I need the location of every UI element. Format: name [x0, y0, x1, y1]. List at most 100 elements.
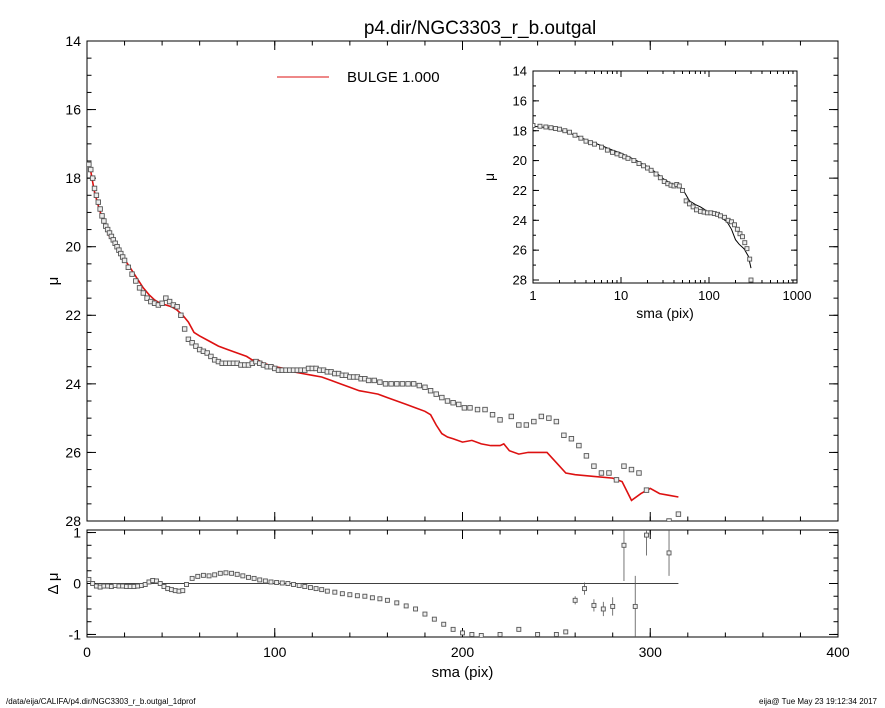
data-point [666, 550, 672, 556]
data-point [657, 175, 663, 181]
data-point [319, 587, 325, 593]
inset-panel: 1 10 100 1000 14 16 18 20 22 24 26 28 μ sma (pix) [481, 64, 811, 321]
data-point [382, 381, 389, 387]
data-point [572, 132, 578, 138]
data-point [553, 418, 560, 425]
data-point [644, 532, 649, 538]
x-tick-label: 200 [451, 644, 475, 660]
data-point [369, 595, 375, 601]
data-point [439, 394, 445, 401]
data-point [683, 198, 689, 204]
data-point [403, 603, 409, 609]
data-point [178, 312, 184, 318]
y-tick-label: 14 [513, 64, 527, 79]
data-point [99, 213, 105, 219]
data-point [561, 432, 567, 438]
data-point [744, 246, 750, 252]
data-point [181, 326, 188, 332]
y-tick-label: 22 [65, 307, 81, 323]
data-point [90, 581, 96, 586]
data-point [313, 586, 319, 592]
data-point [535, 632, 541, 637]
data-point [97, 206, 103, 212]
data-point [690, 204, 696, 210]
data-point [212, 572, 218, 578]
data-point [583, 138, 589, 144]
data-point [87, 161, 92, 168]
data-point [262, 578, 268, 584]
data-point [610, 149, 615, 155]
data-point [163, 295, 169, 301]
data-point [680, 187, 685, 193]
y-tick-label: 26 [65, 444, 81, 460]
data-point [95, 199, 101, 205]
x-tick-label: 10 [614, 288, 628, 303]
data-point [538, 413, 545, 420]
data-point [729, 219, 734, 225]
data-point [578, 135, 584, 141]
data-point [582, 586, 587, 592]
data-point [588, 140, 593, 146]
y-tick-label: 1 [73, 524, 81, 540]
y-tick-label: 20 [513, 153, 527, 168]
data-point [592, 141, 597, 147]
data-point [543, 124, 549, 130]
data-point [129, 271, 135, 277]
y-tick-label: 24 [65, 376, 81, 392]
data-point [388, 381, 394, 387]
x-tick-label: 1 [529, 288, 536, 303]
data-point [613, 477, 620, 483]
data-point [722, 214, 727, 220]
data-point [659, 522, 664, 527]
data-point [154, 578, 159, 584]
data-point [394, 600, 400, 606]
y-tick-label: 20 [65, 239, 81, 255]
x-tick-label: 400 [826, 644, 850, 660]
x-tick-label: 100 [698, 288, 720, 303]
data-point [268, 579, 274, 585]
data-point [621, 463, 627, 469]
data-point [557, 126, 562, 132]
data-point [302, 584, 308, 590]
legend-label: BULGE 1.000 [347, 69, 440, 86]
y-tick-label: 0 [73, 575, 81, 591]
y-tick-label: 24 [513, 213, 527, 228]
data-point [734, 226, 740, 232]
data-point [125, 264, 132, 270]
data-point [399, 381, 406, 387]
chart-title: p4.dir/NGC3303_r_b.outgal [364, 18, 596, 39]
data-point [553, 126, 558, 131]
data-point [610, 603, 616, 609]
data-point [548, 125, 554, 131]
data-point [200, 572, 206, 578]
data-point [583, 453, 590, 459]
data-point [189, 575, 195, 581]
data-point [621, 542, 627, 548]
footer-user-timestamp: eija@ Tue May 23 19:12:34 2017 [759, 697, 877, 706]
data-point [101, 218, 107, 224]
data-point [193, 343, 199, 349]
data-point [456, 401, 462, 408]
data-point [591, 602, 597, 608]
data-point [195, 573, 201, 579]
data-point [652, 526, 657, 531]
data-point [365, 377, 372, 384]
x-axis-label: sma (pix) [432, 664, 494, 681]
data-point [598, 470, 605, 476]
x-axis-label: sma (pix) [636, 305, 694, 321]
data-point [732, 222, 737, 228]
data-point [666, 518, 672, 521]
data-point [142, 582, 148, 587]
data-point [460, 630, 465, 636]
data-point [648, 167, 654, 173]
data-point [576, 442, 582, 449]
data-point [599, 144, 604, 150]
data-point [568, 436, 575, 442]
data-point [189, 340, 195, 346]
data-point [347, 592, 353, 598]
data-point [413, 606, 419, 612]
data-point [643, 487, 650, 493]
data-point [144, 295, 150, 301]
data-point [206, 573, 212, 579]
